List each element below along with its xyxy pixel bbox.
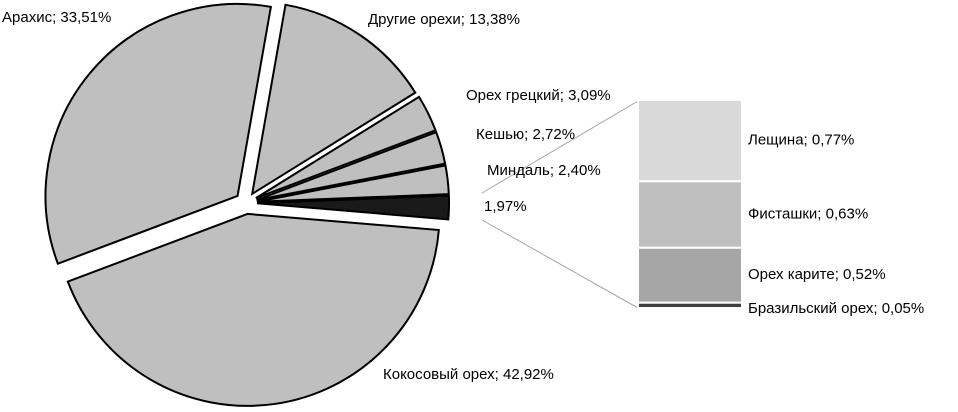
connector-line — [481, 219, 639, 309]
bar-label: Бразильский орех; 0,05% — [748, 300, 924, 317]
connector-line — [481, 100, 639, 194]
bar-segment — [637, 301, 743, 310]
slice-label: Миндаль; 2,40% — [487, 162, 601, 179]
bar-segment — [637, 99, 743, 183]
slice-label: 1,97% — [484, 198, 527, 215]
pie-slice — [256, 194, 450, 221]
pie-slice — [255, 95, 437, 200]
bar-label: Лещина; 0,77% — [748, 132, 854, 149]
bar-segment — [637, 180, 743, 249]
slice-label: Арахис; 33,51% — [2, 9, 111, 26]
bar-label: Фисташки; 0,63% — [748, 206, 868, 223]
slice-label: Кешью; 2,72% — [476, 126, 575, 143]
slice-label: Другие орехи; 13,38% — [368, 11, 520, 28]
pie-slice — [44, 2, 273, 265]
slice-label: Орех грецкий; 3,09% — [466, 87, 611, 104]
pie-slice — [66, 212, 440, 407]
slice-label: Кокосовый орех; 42,92% — [383, 366, 554, 383]
pie-slice — [250, 3, 417, 196]
bar-segment — [637, 246, 743, 304]
bar-label: Орех карите; 0,52% — [748, 266, 886, 283]
pie-slice — [256, 130, 447, 201]
pie-slice — [256, 164, 450, 203]
